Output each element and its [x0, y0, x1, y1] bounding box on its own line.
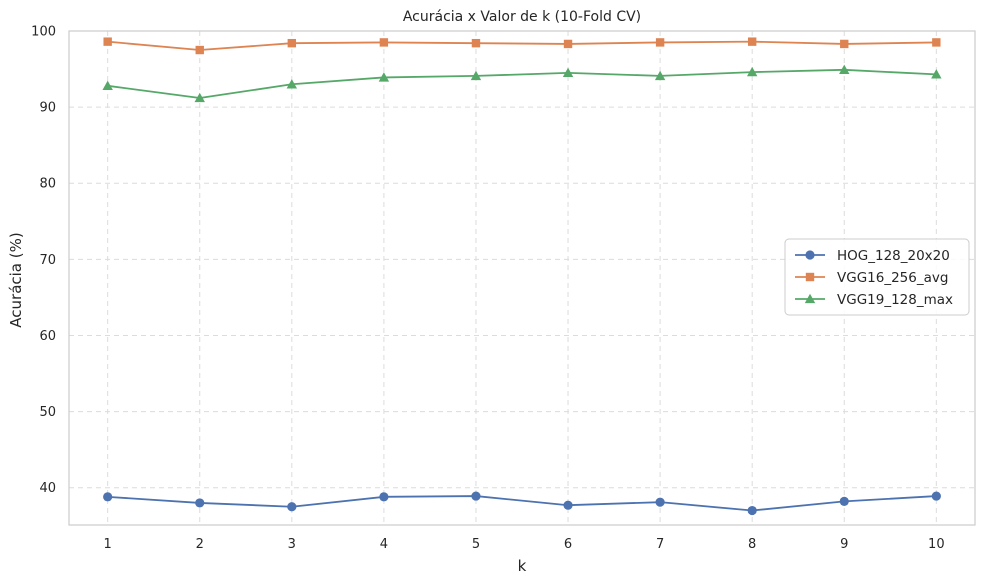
chart-title: Acurácia x Valor de k (10-Fold CV)	[403, 9, 641, 25]
x-tick-label: 6	[564, 537, 572, 552]
y-tick-label: 100	[31, 25, 56, 40]
data-point	[195, 498, 205, 508]
data-point	[562, 67, 574, 78]
data-point	[379, 38, 389, 47]
data-point	[839, 496, 849, 507]
legend-frame	[784, 238, 970, 316]
data-point	[378, 72, 390, 82]
legend-item: HOG_128_20x20	[795, 248, 950, 264]
x-tick-label: 4	[380, 537, 388, 552]
x-tick-label: 8	[748, 537, 756, 552]
x-tick-label: 1	[104, 537, 112, 552]
tick-layer: 40 50 60 70 80 90 100 1 2 3 4 5 6 7 8 9 10	[31, 25, 944, 553]
x-tick-label: 7	[656, 537, 664, 552]
y-tick-label: 80	[39, 177, 56, 192]
series-vgg16-256-avg	[103, 37, 941, 55]
legend-item: VGG16_256_avg	[795, 270, 948, 286]
y-axis-title: Acurácia (%)	[7, 232, 25, 327]
x-tick-label: 3	[288, 537, 296, 552]
y-tick-label: 70	[39, 253, 56, 268]
data-point	[103, 37, 112, 46]
data-point	[286, 79, 298, 89]
data-point	[840, 39, 849, 49]
legend-swatch-marker	[805, 250, 815, 260]
data-point	[103, 492, 113, 502]
data-point	[287, 502, 297, 512]
legend-swatch-marker	[805, 272, 815, 282]
data-point	[287, 38, 297, 48]
series-layer	[102, 37, 942, 516]
legend-label: VGG19_128_max	[837, 292, 953, 308]
y-tick-label: 60	[39, 329, 56, 344]
data-point	[195, 45, 204, 55]
y-tick-label: 90	[39, 101, 56, 116]
data-point	[931, 69, 942, 79]
legend-swatch-marker	[804, 293, 816, 304]
data-point	[839, 64, 850, 74]
data-point	[746, 66, 758, 77]
series-vgg19-128-max	[102, 64, 942, 103]
series-line	[107, 495, 937, 512]
data-point	[563, 39, 573, 49]
data-point	[654, 70, 666, 81]
series-line	[107, 40, 937, 51]
data-point	[471, 38, 481, 48]
data-point	[563, 500, 573, 510]
x-tick-label: 5	[472, 537, 480, 552]
y-tick-label: 50	[39, 405, 56, 420]
series-hog-128-20x20	[103, 491, 941, 516]
series-line	[107, 68, 937, 99]
data-point	[655, 497, 665, 507]
data-point	[102, 80, 113, 90]
data-point	[194, 92, 205, 103]
data-point	[379, 492, 389, 502]
x-axis-title: k	[518, 557, 527, 575]
data-point	[747, 505, 757, 516]
legend-item: VGG19_128_max	[795, 292, 953, 308]
data-point	[747, 37, 757, 46]
legend: HOG_128_20x20 VGG16_256_avg VGG19_128_max	[784, 238, 970, 316]
x-tick-label: 10	[928, 537, 945, 552]
x-tick-label: 9	[840, 537, 848, 552]
data-point	[655, 38, 665, 47]
data-point	[932, 38, 941, 47]
legend-label: HOG_128_20x20	[837, 248, 950, 264]
data-point	[471, 491, 481, 501]
data-point	[931, 491, 941, 501]
y-tick-label: 40	[39, 481, 56, 496]
plot-frame	[68, 30, 976, 526]
data-point	[470, 70, 482, 81]
legend-label: VGG16_256_avg	[837, 270, 948, 286]
x-tick-label: 2	[196, 537, 204, 552]
